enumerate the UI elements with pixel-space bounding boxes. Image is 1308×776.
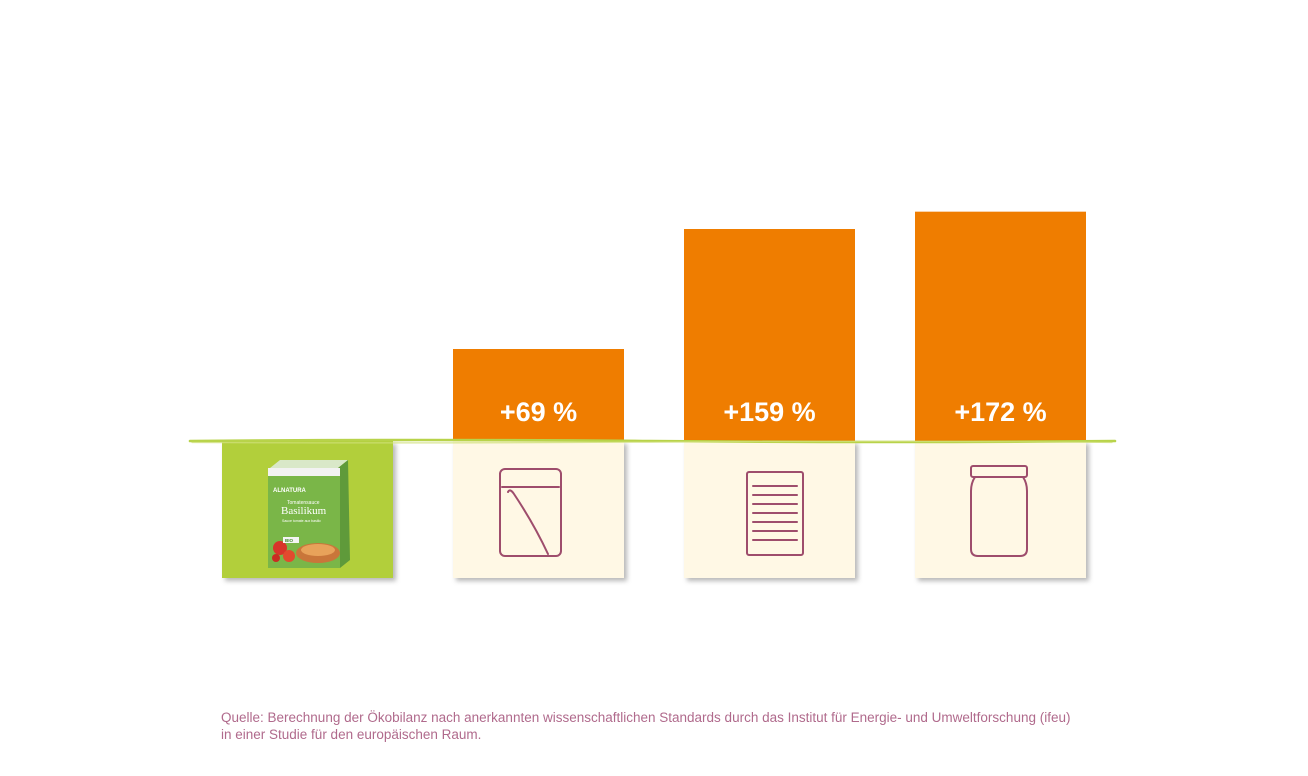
source-line-2: in einer Studie für den europäischen Rau… [221,727,482,742]
bar-pouch [453,349,624,441]
tile-tetra-pak: ALNATURA Tomatensauce Basilikum Sauce to… [222,441,393,578]
product-name: Basilikum [281,505,327,517]
product-badge: BIO [285,538,294,543]
bar-glass-jar [915,211,1086,441]
bars: +69 % +159 % +172 % [453,211,1086,441]
tile-pouch [453,441,624,578]
bar-can [684,229,855,441]
package-tiles: ALNATURA Tomatensauce Basilikum Sauce to… [222,441,1086,578]
product-brand: ALNATURA [273,488,307,494]
tile-glass-jar [915,441,1086,578]
source-note: Quelle: Berechnung der Ökobilanz nach an… [221,709,1221,743]
glass-jar-icon [970,465,1028,557]
product-line: Tomatensauce [287,500,320,506]
pouch-icon [499,468,562,557]
tetra-pak-product-image: ALNATURA Tomatensauce Basilikum Sauce to… [268,460,350,568]
bar-label-pouch: +69 % [500,397,577,427]
product-subtitle: Sauce tomate aux basilic [282,519,321,523]
baseline [188,438,1117,444]
bar-label-glass-jar: +172 % [954,397,1046,427]
bar-label-can: +159 % [723,397,815,427]
tile-can [684,441,855,578]
can-icon [746,471,804,556]
source-line-1: Quelle: Berechnung der Ökobilanz nach an… [221,710,1071,725]
